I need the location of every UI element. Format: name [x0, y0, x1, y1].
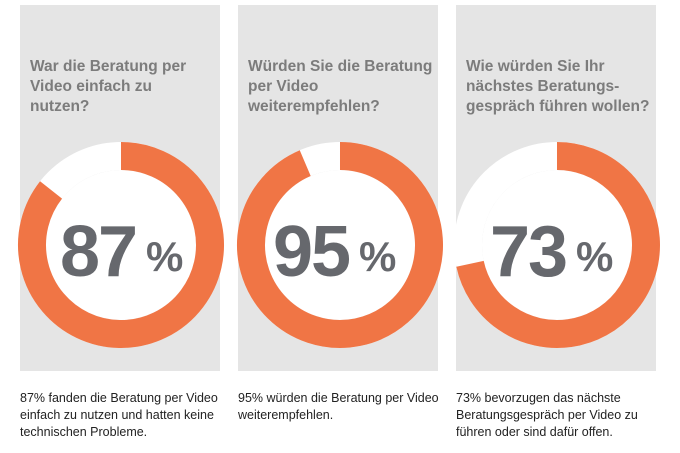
- question-title: Würden Sie die Beratung per Video weiter…: [248, 58, 433, 115]
- question-title: Wie würden Sie Ihr nächstes Beratungs-ge…: [466, 58, 650, 115]
- caption-text: 95% würden die Beratung per Video weiter…: [238, 391, 439, 422]
- donut-value-arc: [456, 142, 660, 348]
- percent-sign: %: [576, 233, 614, 280]
- donut-center: [482, 170, 632, 320]
- percentage-value: 95: [273, 212, 351, 292]
- percentage-value: 73: [490, 212, 568, 292]
- caption-text: 73% bevorzugen das nächste Beratungsgesp…: [456, 391, 638, 439]
- percent-sign: %: [146, 233, 184, 280]
- caption-text: 87% fanden die Beratung per Video einfac…: [20, 391, 218, 439]
- donut-center: [265, 170, 415, 320]
- percentage-value: 87: [60, 212, 138, 292]
- donut-center: [46, 170, 196, 320]
- percent-sign: %: [359, 233, 397, 280]
- donut-value-arc: [18, 142, 224, 348]
- donut-value-arc: [237, 142, 443, 348]
- question-title: War die Beratung per Video einfach zu nu…: [30, 58, 187, 115]
